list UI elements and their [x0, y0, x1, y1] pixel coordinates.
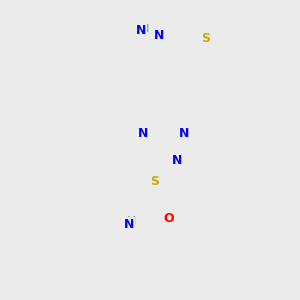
- Text: N: N: [136, 24, 146, 37]
- Text: N: N: [179, 127, 189, 140]
- Text: N: N: [172, 154, 182, 167]
- Text: H: H: [140, 24, 149, 34]
- Text: N: N: [124, 218, 134, 231]
- Text: S: S: [150, 175, 159, 188]
- Text: O: O: [164, 212, 175, 225]
- Text: H: H: [127, 216, 136, 226]
- Text: S: S: [201, 32, 210, 45]
- Text: N: N: [138, 127, 148, 140]
- Text: N: N: [154, 29, 164, 42]
